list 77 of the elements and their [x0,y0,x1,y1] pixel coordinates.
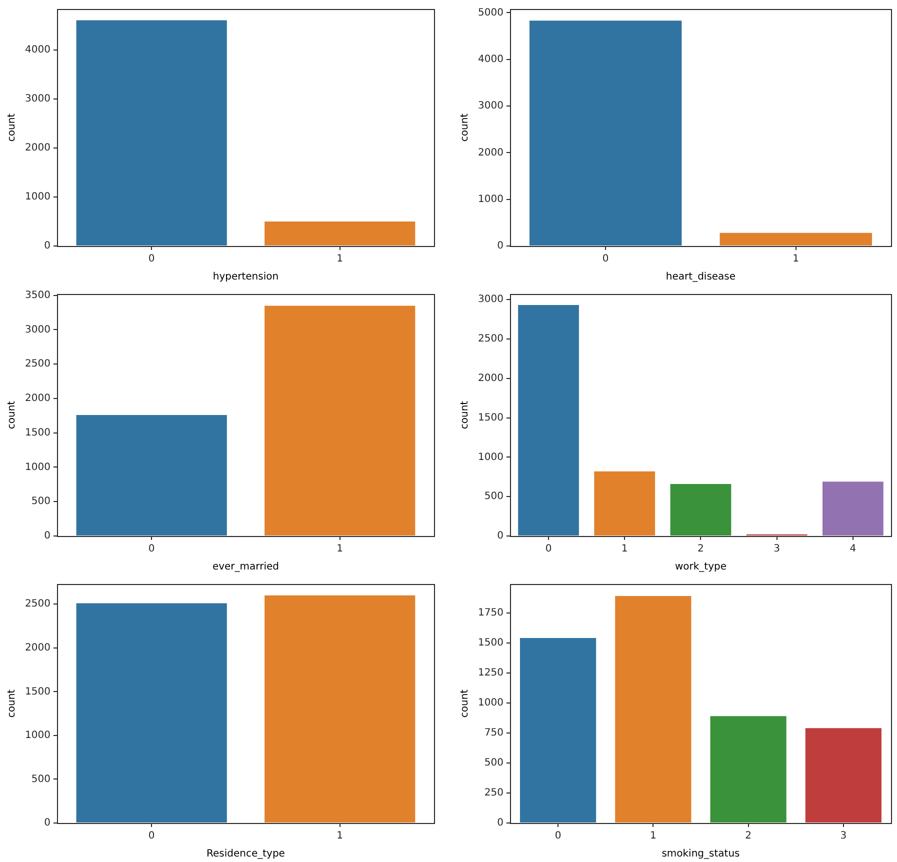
bar [710,716,786,822]
y-tick-label: 2500 [24,598,50,610]
bar [615,596,692,822]
x-axis-title: work_type [674,562,726,573]
y-tick-label: 1000 [478,452,504,463]
x-axis-title: heart_disease [666,272,736,283]
x-tick-label: 1 [792,254,800,265]
x-tick-label: 0 [148,830,155,842]
bar [520,638,596,822]
bar [822,482,884,536]
bar [670,484,732,536]
y-tick-label: 2000 [24,142,50,154]
y-tick-label: 0 [497,240,504,252]
y-tick-label: 0 [44,530,50,542]
y-tick-label: 1000 [24,730,50,742]
x-tick-label: 0 [554,830,562,842]
y-tick-label: 500 [31,774,50,785]
x-axis-title: ever_married [212,562,279,573]
y-tick-label: 1500 [24,427,50,438]
bar [594,471,656,536]
x-tick-label: 0 [148,254,155,265]
y-tick-label: 0 [44,818,50,829]
x-tick-label: 2 [698,544,704,555]
x-tick-label: 0 [148,544,155,555]
y-tick-label: 4000 [24,44,50,56]
bar [518,305,579,536]
y-tick-label: 0 [497,818,504,829]
y-tick-label: 500 [484,491,504,502]
y-tick-label: 5000 [478,7,504,18]
y-tick-label: 1500 [478,412,504,424]
y-tick-label: 500 [31,496,50,508]
y-tick-label: 2000 [24,393,50,404]
y-axis-title: count [460,689,471,718]
y-tick-label: 1500 [24,686,50,698]
y-tick-label: 1500 [478,637,504,648]
y-tick-label: 500 [484,758,504,769]
x-axis-title: smoking_status [662,848,740,860]
y-tick-label: 1000 [478,194,504,205]
y-tick-label: 3000 [478,100,504,112]
x-tick-label: 1 [650,830,656,842]
y-tick-label: 3000 [478,294,504,306]
y-tick-label: 2500 [478,334,504,345]
y-tick-label: 3500 [24,290,50,301]
y-tick-label: 0 [44,240,50,252]
y-tick-label: 3000 [24,324,50,336]
y-axis-title: count [6,689,18,718]
x-tick-label: 3 [840,830,847,842]
x-axis-title: Residence_type [206,848,285,860]
y-tick-label: 0 [497,530,504,542]
y-axis-title: count [6,400,18,430]
x-tick-label: 0 [545,544,552,555]
y-tick-label: 1000 [478,697,504,708]
y-tick-label: 1000 [24,462,50,473]
y-tick-label: 2500 [24,358,50,370]
x-axis-title: hypertension [212,272,279,283]
y-tick-label: 1750 [478,607,504,618]
x-tick-label: 1 [336,254,344,265]
y-tick-label: 1250 [478,667,504,678]
y-tick-label: 2000 [24,642,50,654]
y-axis-title: count [460,113,471,142]
x-tick-label: 1 [336,830,344,842]
y-tick-label: 2000 [478,372,504,384]
y-tick-label: 750 [484,728,504,739]
y-tick-label: 1000 [24,192,50,203]
y-axis-title: count [460,400,471,430]
x-tick-label: 3 [774,544,780,555]
y-tick-label: 2000 [478,147,504,158]
y-tick-label: 3000 [24,94,50,105]
x-tick-label: 4 [850,544,856,555]
x-tick-label: 2 [745,830,752,842]
x-tick-label: 0 [602,254,609,265]
x-tick-label: 1 [336,544,344,555]
y-axis-title: count [6,113,18,142]
y-tick-label: 4000 [478,54,504,65]
x-tick-label: 1 [621,544,628,555]
bar [805,728,882,822]
y-tick-label: 250 [484,788,504,799]
